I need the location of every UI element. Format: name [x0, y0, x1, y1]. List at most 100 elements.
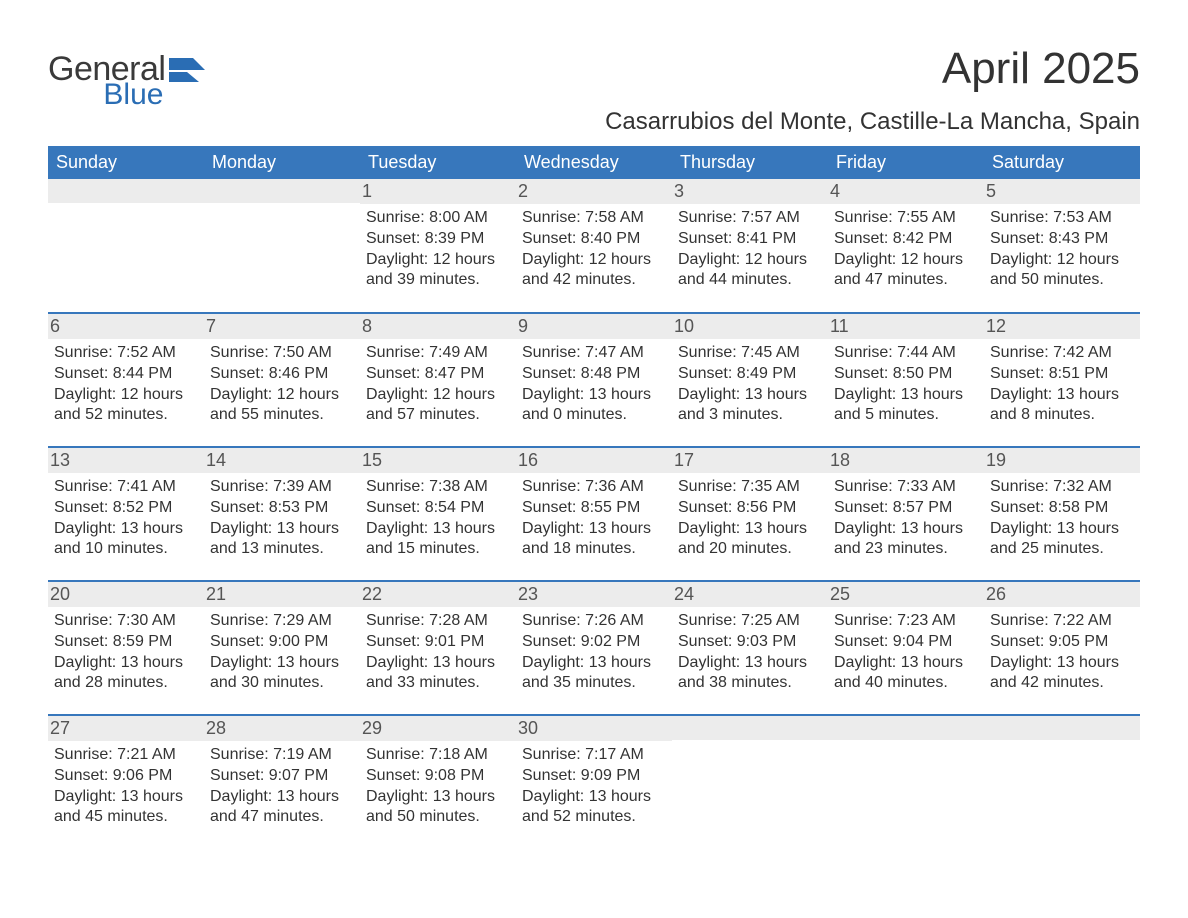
calendar-cell: 20Sunrise: 7:30 AMSunset: 8:59 PMDayligh… — [48, 581, 204, 715]
daylight-line: and 30 minutes. — [210, 673, 354, 694]
daylight-line: and 10 minutes. — [54, 539, 198, 560]
calendar-cell: 6Sunrise: 7:52 AMSunset: 8:44 PMDaylight… — [48, 313, 204, 447]
sunset-line: Sunset: 8:50 PM — [834, 364, 978, 385]
month-title: April 2025 — [605, 44, 1140, 94]
sunset-line: Sunset: 9:05 PM — [990, 632, 1134, 653]
daylight-line: and 50 minutes. — [366, 807, 510, 828]
sunset-line: Sunset: 8:51 PM — [990, 364, 1134, 385]
day-number: 8 — [360, 314, 516, 339]
daylight-line: and 42 minutes. — [990, 673, 1134, 694]
daylight-line: Daylight: 12 hours — [366, 385, 510, 406]
daylight-line: and 47 minutes. — [210, 807, 354, 828]
day-header: Monday — [204, 146, 360, 179]
day-details: Sunrise: 7:35 AMSunset: 8:56 PMDaylight:… — [678, 477, 822, 560]
sunrise-line: Sunrise: 7:49 AM — [366, 343, 510, 364]
calendar-cell: 17Sunrise: 7:35 AMSunset: 8:56 PMDayligh… — [672, 447, 828, 581]
day-number: 16 — [516, 448, 672, 473]
day-details: Sunrise: 7:49 AMSunset: 8:47 PMDaylight:… — [366, 343, 510, 426]
day-header: Wednesday — [516, 146, 672, 179]
calendar-cell: 29Sunrise: 7:18 AMSunset: 9:08 PMDayligh… — [360, 715, 516, 849]
calendar-cell: 15Sunrise: 7:38 AMSunset: 8:54 PMDayligh… — [360, 447, 516, 581]
day-details: Sunrise: 7:25 AMSunset: 9:03 PMDaylight:… — [678, 611, 822, 694]
daylight-line: Daylight: 13 hours — [834, 519, 978, 540]
day-details: Sunrise: 7:29 AMSunset: 9:00 PMDaylight:… — [210, 611, 354, 694]
calendar-cell: 3Sunrise: 7:57 AMSunset: 8:41 PMDaylight… — [672, 179, 828, 313]
daylight-line: and 5 minutes. — [834, 405, 978, 426]
daylight-line: Daylight: 13 hours — [366, 519, 510, 540]
day-details: Sunrise: 7:23 AMSunset: 9:04 PMDaylight:… — [834, 611, 978, 694]
sunset-line: Sunset: 8:56 PM — [678, 498, 822, 519]
daylight-line: and 8 minutes. — [990, 405, 1134, 426]
day-number: 6 — [48, 314, 204, 339]
day-details: Sunrise: 7:33 AMSunset: 8:57 PMDaylight:… — [834, 477, 978, 560]
day-details: Sunrise: 7:36 AMSunset: 8:55 PMDaylight:… — [522, 477, 666, 560]
day-number: 19 — [984, 448, 1140, 473]
sunrise-line: Sunrise: 7:32 AM — [990, 477, 1134, 498]
calendar-cell: 30Sunrise: 7:17 AMSunset: 9:09 PMDayligh… — [516, 715, 672, 849]
sunset-line: Sunset: 9:01 PM — [366, 632, 510, 653]
day-number: 1 — [360, 179, 516, 204]
sunset-line: Sunset: 9:03 PM — [678, 632, 822, 653]
calendar-cell — [48, 179, 204, 313]
daylight-line: Daylight: 13 hours — [522, 787, 666, 808]
day-details: Sunrise: 7:47 AMSunset: 8:48 PMDaylight:… — [522, 343, 666, 426]
daylight-line: Daylight: 13 hours — [678, 653, 822, 674]
calendar-cell: 7Sunrise: 7:50 AMSunset: 8:46 PMDaylight… — [204, 313, 360, 447]
sunset-line: Sunset: 8:49 PM — [678, 364, 822, 385]
logo-flag-icon — [169, 54, 211, 88]
calendar-cell: 8 Sunrise: 7:49 AMSunset: 8:47 PMDaylight… — [360, 313, 516, 447]
sunrise-line: Sunrise: 7:29 AM — [210, 611, 354, 632]
sunrise-line: Sunrise: 7:25 AM — [678, 611, 822, 632]
calendar-cell: 9Sunrise: 7:47 AMSunset: 8:48 PMDaylight… — [516, 313, 672, 447]
calendar-body: 1Sunrise: 8:00 AMSunset: 8:39 PMDaylight… — [48, 179, 1140, 849]
daylight-line: and 44 minutes. — [678, 270, 822, 291]
sunrise-line: Sunrise: 7:44 AM — [834, 343, 978, 364]
daylight-line: Daylight: 13 hours — [210, 519, 354, 540]
calendar-cell: 4Sunrise: 7:55 AMSunset: 8:42 PMDaylight… — [828, 179, 984, 313]
day-details: Sunrise: 7:18 AMSunset: 9:08 PMDaylight:… — [366, 745, 510, 828]
sunset-line: Sunset: 9:09 PM — [522, 766, 666, 787]
day-number: 25 — [828, 582, 984, 607]
sunrise-line: Sunrise: 7:17 AM — [522, 745, 666, 766]
daylight-line: Daylight: 13 hours — [834, 385, 978, 406]
daylight-line: Daylight: 12 hours — [834, 250, 978, 271]
daylight-line: and 45 minutes. — [54, 807, 198, 828]
sunrise-line: Sunrise: 7:58 AM — [522, 208, 666, 229]
day-details: Sunrise: 7:26 AMSunset: 9:02 PMDaylight:… — [522, 611, 666, 694]
daylight-line: Daylight: 13 hours — [678, 385, 822, 406]
calendar-cell: 14Sunrise: 7:39 AMSunset: 8:53 PMDayligh… — [204, 447, 360, 581]
sunset-line: Sunset: 9:06 PM — [54, 766, 198, 787]
daylight-line: Daylight: 13 hours — [210, 653, 354, 674]
day-header-row: SundayMondayTuesdayWednesdayThursdayFrid… — [48, 146, 1140, 179]
daylight-line: and 47 minutes. — [834, 270, 978, 291]
sunrise-line: Sunrise: 7:26 AM — [522, 611, 666, 632]
day-number: 15 — [360, 448, 516, 473]
calendar-week: 1Sunrise: 8:00 AMSunset: 8:39 PMDaylight… — [48, 179, 1140, 313]
daylight-line: and 33 minutes. — [366, 673, 510, 694]
sunrise-line: Sunrise: 7:18 AM — [366, 745, 510, 766]
daylight-line: Daylight: 12 hours — [990, 250, 1134, 271]
day-number: 11 — [828, 314, 984, 339]
day-number: 26 — [984, 582, 1140, 607]
day-number: 10 — [672, 314, 828, 339]
calendar-cell: 28Sunrise: 7:19 AMSunset: 9:07 PMDayligh… — [204, 715, 360, 849]
sunrise-line: Sunrise: 7:57 AM — [678, 208, 822, 229]
calendar-cell: 5Sunrise: 7:53 AMSunset: 8:43 PMDaylight… — [984, 179, 1140, 313]
sunset-line: Sunset: 8:58 PM — [990, 498, 1134, 519]
day-details: Sunrise: 7:21 AMSunset: 9:06 PMDaylight:… — [54, 745, 198, 828]
sunrise-line: Sunrise: 7:47 AM — [522, 343, 666, 364]
daylight-line: Daylight: 13 hours — [678, 519, 822, 540]
sunset-line: Sunset: 9:04 PM — [834, 632, 978, 653]
sunset-line: Sunset: 9:02 PM — [522, 632, 666, 653]
calendar-cell: 11 Sunrise: 7:44 AMSunset: 8:50 PMDayligh… — [828, 313, 984, 447]
sunrise-line: Sunrise: 7:42 AM — [990, 343, 1134, 364]
day-number: 22 — [360, 582, 516, 607]
daylight-line: Daylight: 13 hours — [990, 653, 1134, 674]
sunset-line: Sunset: 8:43 PM — [990, 229, 1134, 250]
daylight-line: Daylight: 12 hours — [678, 250, 822, 271]
daylight-line: Daylight: 12 hours — [366, 250, 510, 271]
calendar-table: SundayMondayTuesdayWednesdayThursdayFrid… — [48, 146, 1140, 849]
day-number: 5 — [984, 179, 1140, 204]
sunrise-line: Sunrise: 7:45 AM — [678, 343, 822, 364]
day-number: 18 — [828, 448, 984, 473]
